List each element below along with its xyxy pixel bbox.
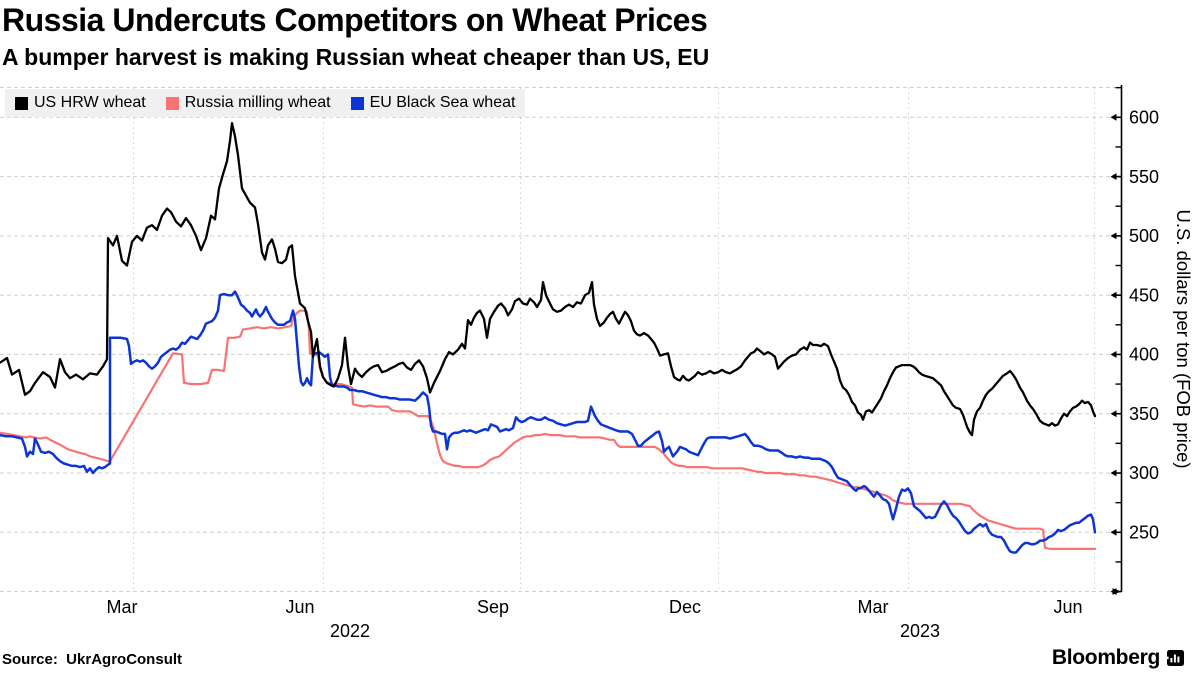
- bloomberg-terminal-icon: [1167, 650, 1184, 666]
- legend-item-us-hrw: US HRW wheat: [15, 94, 146, 112]
- x-axis-end-arrow: [1112, 588, 1122, 595]
- y-tick-label: 350: [1129, 404, 1159, 424]
- legend-label-russia-milling: Russia milling wheat: [184, 94, 331, 111]
- page-subtitle: A bumper harvest is making Russian wheat…: [2, 44, 710, 70]
- y-tick-label: 400: [1129, 345, 1159, 365]
- y-major-tick-arrow: [1110, 410, 1117, 418]
- bloomberg-brand: Bloomberg: [1052, 646, 1184, 670]
- y-major-tick-arrow: [1110, 469, 1117, 477]
- legend-swatch-russia-milling: [165, 96, 179, 110]
- x-year-label: 2022: [330, 621, 370, 641]
- legend-label-us-hrw: US HRW wheat: [34, 94, 146, 111]
- series-line-eu-black-sea: [0, 290, 1097, 554]
- y-major-tick-arrow: [1110, 173, 1117, 180]
- x-tick-label: Jun: [1053, 597, 1082, 617]
- series-line-us-hrw: [0, 122, 1097, 437]
- legend-item-russia-milling: Russia milling wheat: [165, 94, 331, 112]
- y-tick-label: 450: [1129, 285, 1159, 305]
- x-tick-label: Dec: [669, 597, 701, 617]
- y-tick-label: 550: [1129, 167, 1159, 187]
- source-note: Source: UkrAgroConsult: [2, 651, 183, 668]
- x-tick-label: Jun: [285, 597, 314, 617]
- legend-item-eu-black-sea: EU Black Sea wheat: [350, 94, 516, 112]
- y-tick-label: 600: [1129, 108, 1159, 128]
- bloomberg-wordmark: Bloomberg: [1051, 646, 1160, 669]
- y-tick-label: 300: [1129, 463, 1159, 483]
- y-major-tick-arrow: [1110, 113, 1117, 121]
- series-line-russia-milling: [0, 309, 1097, 551]
- x-tick-label: Sep: [477, 597, 509, 617]
- page-title: Russia Undercuts Competitors on Wheat Pr…: [2, 2, 708, 38]
- y-major-tick-arrow: [1110, 351, 1117, 358]
- y-major-tick-arrow: [1110, 528, 1117, 536]
- y-tick-label: 500: [1129, 226, 1159, 246]
- y-axis-title: U.S. dollars per ton (FOB price): [1173, 209, 1194, 468]
- x-year-label: 2023: [900, 621, 940, 641]
- y-tick-label: 250: [1129, 523, 1159, 543]
- legend-swatch-us-hrw: [15, 96, 28, 110]
- x-tick-label: Mar: [107, 597, 138, 617]
- chart-legend: US HRW wheat Russia milling wheat EU Bla…: [5, 89, 526, 117]
- x-tick-label: Mar: [858, 597, 889, 617]
- y-major-tick-arrow: [1110, 232, 1117, 240]
- legend-label-eu-black-sea: EU Black Sea wheat: [369, 94, 516, 111]
- y-major-tick-arrow: [1110, 291, 1117, 299]
- legend-swatch-eu-black-sea: [350, 96, 364, 110]
